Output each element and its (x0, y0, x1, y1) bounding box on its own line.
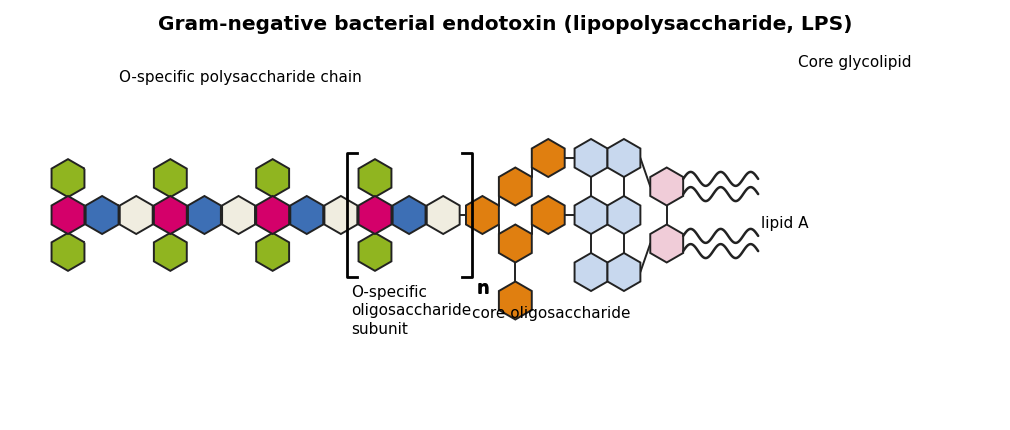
Polygon shape (222, 196, 255, 234)
Text: O-specific
oligosaccharide
subunit: O-specific oligosaccharide subunit (351, 285, 472, 337)
Polygon shape (607, 196, 640, 234)
Polygon shape (120, 196, 153, 234)
Text: O-specific polysaccharide chain: O-specific polysaccharide chain (118, 70, 362, 85)
Text: core oligosaccharide: core oligosaccharide (473, 306, 631, 321)
Polygon shape (607, 139, 640, 177)
Polygon shape (359, 159, 392, 197)
Polygon shape (154, 233, 187, 271)
Polygon shape (86, 196, 118, 234)
Polygon shape (257, 233, 289, 271)
Text: lipid A: lipid A (762, 216, 809, 231)
Polygon shape (52, 233, 85, 271)
Polygon shape (650, 168, 683, 206)
Polygon shape (290, 196, 323, 234)
Polygon shape (607, 253, 640, 291)
Polygon shape (532, 196, 565, 234)
Polygon shape (52, 159, 85, 197)
Polygon shape (52, 196, 85, 234)
Polygon shape (466, 196, 499, 234)
Text: n: n (477, 279, 490, 297)
Polygon shape (324, 196, 358, 234)
Polygon shape (188, 196, 221, 234)
Polygon shape (154, 159, 187, 197)
Text: n: n (477, 280, 490, 298)
Text: Gram-negative bacterial endotoxin (lipopolysaccharide, LPS): Gram-negative bacterial endotoxin (lipop… (158, 15, 852, 34)
Polygon shape (393, 196, 425, 234)
Polygon shape (575, 139, 607, 177)
Polygon shape (499, 224, 532, 262)
Polygon shape (154, 196, 187, 234)
Polygon shape (359, 196, 392, 234)
Polygon shape (532, 139, 565, 177)
Polygon shape (359, 233, 392, 271)
Polygon shape (499, 282, 532, 319)
Polygon shape (427, 196, 460, 234)
Polygon shape (650, 224, 683, 262)
Polygon shape (575, 196, 607, 234)
Polygon shape (499, 168, 532, 206)
Polygon shape (257, 196, 289, 234)
Polygon shape (575, 253, 607, 291)
Text: Core glycolipid: Core glycolipid (798, 55, 912, 70)
Polygon shape (257, 159, 289, 197)
